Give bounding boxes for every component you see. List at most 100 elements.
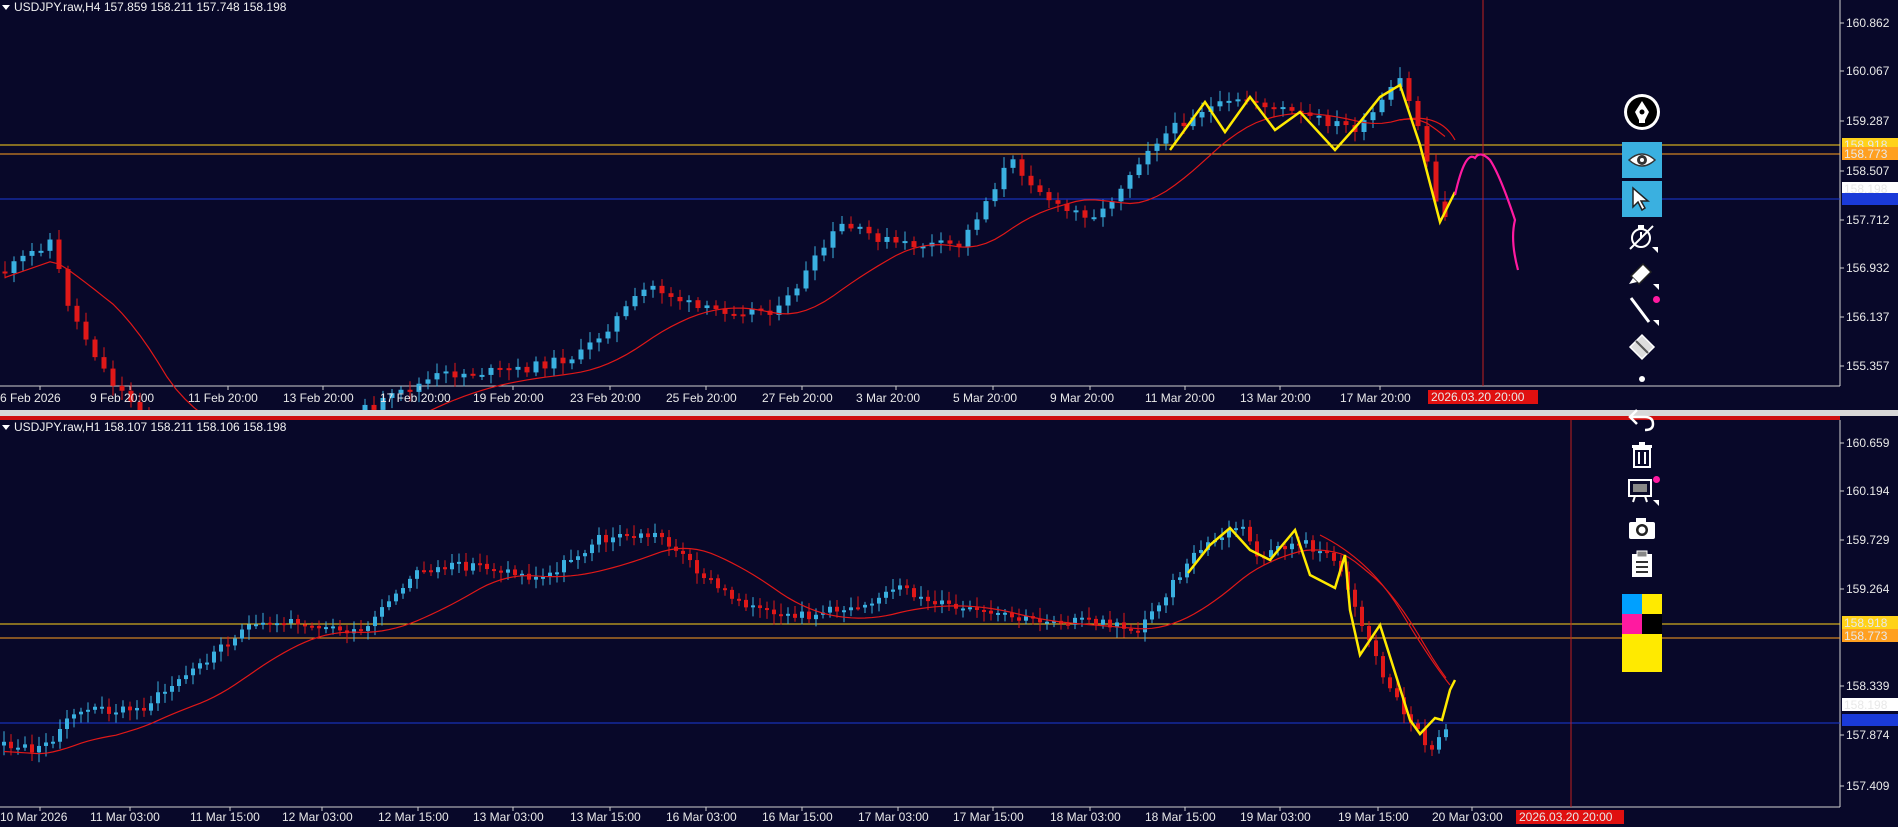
h4-candle (1091, 217, 1097, 220)
h4-candle (623, 306, 629, 317)
h4-candle (1001, 167, 1007, 190)
h4-candle (1010, 159, 1016, 168)
h1-candle (1444, 729, 1448, 738)
h4-time-label: 19 Feb 20:00 (473, 391, 544, 405)
h4-price-label: 160.067 (1846, 64, 1890, 78)
h1-candle (1157, 605, 1161, 612)
line-tool-button[interactable] (1622, 292, 1662, 328)
h4-price-label: 159.287 (1846, 114, 1890, 128)
h1-candle (1108, 619, 1112, 628)
h1-candle (1178, 577, 1182, 580)
h1-time-label: 13 Mar 03:00 (473, 810, 544, 824)
h4-candle (704, 305, 710, 309)
h4-chart-canvas[interactable]: 160.862 160.067 159.287 158.507 157.712 156.9… (0, 0, 1898, 410)
h4-candle (938, 240, 944, 243)
dot-icon (1639, 376, 1645, 382)
h1-candle (534, 576, 538, 580)
h1-candle (898, 585, 902, 590)
marker-icon (1629, 262, 1659, 290)
h1-candle (905, 585, 909, 589)
h4-candle (452, 371, 458, 378)
h4-candle (101, 357, 107, 369)
dot-size-button[interactable] (1622, 367, 1662, 391)
h4-candle (29, 250, 35, 256)
h1-candle (1402, 697, 1406, 715)
h4-price-label: 156.932 (1846, 261, 1890, 275)
h4-candle (920, 246, 926, 249)
h4-candle (902, 241, 908, 244)
h4-candle (470, 373, 476, 376)
marker-tool-button[interactable] (1622, 256, 1662, 292)
h1-candle (247, 624, 251, 630)
h1-candle (569, 559, 573, 562)
h4-candle (524, 366, 530, 373)
h4-candle (1118, 188, 1124, 202)
h1-chart-pane[interactable]: 160.659 160.194 159.729 159.264 158.339 157.8… (0, 420, 1898, 827)
h4-candle (686, 300, 692, 303)
color-palette[interactable] (1622, 594, 1662, 672)
delete-all-button[interactable] (1622, 437, 1662, 473)
h1-candle (191, 668, 195, 676)
pane-separator[interactable] (0, 410, 1898, 416)
h1-price-label: 160.194 (1846, 484, 1890, 498)
h1-candle (702, 573, 706, 579)
h4-price-label: 156.137 (1846, 310, 1890, 324)
h1-candle (611, 537, 615, 543)
h4-price-label: 160.862 (1846, 16, 1890, 30)
h4-cursor-time-bg (1428, 390, 1538, 404)
h4-candle (947, 240, 953, 244)
h4-candle (560, 357, 566, 364)
h4-projection-curve (1453, 153, 1520, 271)
h4-candle (1271, 107, 1277, 110)
h4-time-label: 27 Feb 20:00 (762, 391, 833, 405)
h1-candle (667, 537, 671, 547)
h1-candle (1290, 543, 1294, 550)
h4-candle (1028, 175, 1034, 186)
h1-chart-canvas[interactable]: 160.659 160.194 159.729 159.264 158.339 157.8… (0, 420, 1898, 827)
screenshot-button[interactable] (1622, 510, 1662, 546)
eraser-tool-button[interactable] (1622, 328, 1662, 364)
h1-price-tag: 158.918 (1844, 616, 1888, 630)
h4-candle (569, 359, 575, 364)
h1-ma-tail (1319, 534, 1451, 686)
h4-candle (1037, 185, 1043, 193)
h4-time-label: 25 Feb 20:00 (666, 391, 737, 405)
h1-candle (926, 596, 930, 602)
h4-candle (740, 314, 746, 317)
h1-zigzag-line (1187, 526, 1457, 736)
screen-record-button[interactable] (1622, 472, 1662, 508)
h4-candle (650, 285, 656, 290)
h1-candle (660, 532, 664, 538)
line-color-badge (1653, 296, 1660, 303)
h4-candle (749, 308, 755, 315)
undo-button[interactable] (1622, 400, 1662, 436)
h1-candle (555, 572, 559, 575)
h1-candle (506, 569, 510, 573)
h1-candle (891, 589, 895, 592)
h4-candle (74, 305, 80, 322)
h4-moving-average (4, 112, 1446, 410)
hide-drawings-button[interactable] (1622, 219, 1662, 255)
collapse-triangle-icon[interactable] (2, 425, 10, 431)
trash-icon (1632, 442, 1652, 468)
h1-header-text: USDJPY.raw,H1 158.107 158.211 158.106 15… (14, 420, 287, 434)
clipboard-button[interactable] (1622, 546, 1662, 582)
h1-candle (1234, 528, 1238, 531)
h1-candle (1311, 540, 1315, 552)
h1-candle (1318, 551, 1322, 554)
h4-chart-pane[interactable]: 160.862 160.067 159.287 158.507 157.712 156.9… (0, 0, 1898, 410)
collapse-triangle-icon[interactable] (2, 5, 10, 11)
h4-candle (1379, 99, 1385, 113)
h4-time-label: 5 Mar 20:00 (953, 391, 1017, 405)
h1-candle (1227, 528, 1231, 538)
toggle-visibility-button[interactable] (1622, 142, 1662, 178)
select-tool-button[interactable] (1622, 181, 1662, 217)
h1-candle (814, 614, 818, 620)
h1-time-label: 17 Mar 15:00 (953, 810, 1024, 824)
h4-candle (497, 367, 503, 370)
h4-candle (884, 236, 890, 242)
h4-candle (1163, 133, 1169, 144)
pen-logo-button[interactable] (1622, 92, 1662, 132)
h1-candle (422, 570, 426, 573)
h1-candle (765, 608, 769, 611)
